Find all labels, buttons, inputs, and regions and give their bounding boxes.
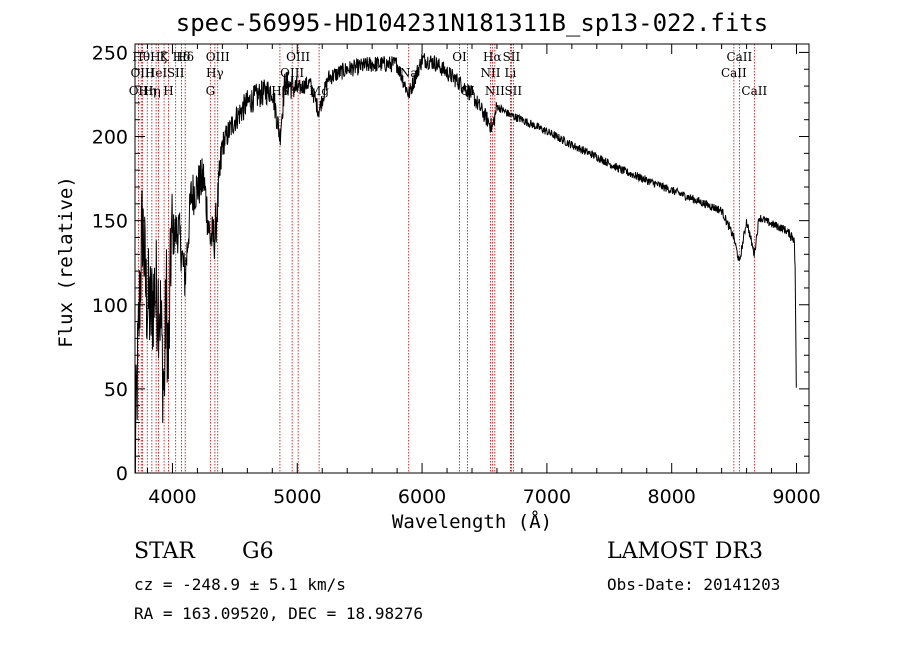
x-tick-label: 9000: [772, 486, 820, 508]
spectral-line-labels: OIIHθOIIIHηHηHeIHζKHSIIHδHδGHγOIIIHβOIII…: [129, 50, 768, 98]
spectral-line-label: CaII: [741, 84, 767, 98]
spectral-line-label: HeI: [145, 66, 168, 80]
spectral-line-label: CaII: [721, 66, 747, 80]
spectral-line-label: Hδ: [173, 50, 191, 64]
y-tick-label: 0: [116, 463, 128, 485]
spectral-line-label: Hη: [143, 84, 161, 98]
redshift-value: cz = -248.9 ± 5.1 km/s: [134, 575, 346, 594]
spectral-line-label: OIII: [286, 50, 310, 64]
spectral-line-label: SII: [504, 84, 522, 98]
spectral-line-label: K: [160, 50, 170, 64]
x-axis-label: Wavelength (Å): [392, 510, 552, 533]
spectral-line-label: SII: [503, 50, 521, 64]
x-tick-label: 5000: [273, 486, 321, 508]
spectrum-line: [134, 53, 797, 474]
x-axis-ticks: 4000 5000 6000 7000 8000 9000: [146, 44, 821, 508]
y-tick-label: 100: [92, 295, 128, 317]
x-tick-label: 7000: [523, 486, 571, 508]
y-axis-ticks: 0 50 100 150 200 250: [92, 42, 809, 485]
y-axis-label: Flux (relative): [55, 176, 77, 348]
sky-coordinates: RA = 163.09520, DEC = 18.98276: [134, 604, 423, 623]
spectral-line-label: G: [206, 84, 216, 98]
spectral-line-label: Hζ: [150, 50, 167, 64]
y-tick-label: 150: [92, 211, 128, 233]
spectral-line-label: Hδ: [176, 50, 194, 64]
chart-title: spec-56995-HD104231N181311B_sp13-022.fit…: [176, 9, 768, 37]
spectral-line-label: Hη: [138, 84, 156, 98]
object-type: STAR: [134, 539, 195, 564]
spectral-line-label: OII: [129, 84, 149, 98]
y-tick-label: 50: [104, 379, 128, 401]
y-tick-label: 250: [92, 42, 128, 64]
spectral-line-label: Na: [400, 66, 418, 80]
spectral-line-label: OIII: [206, 50, 230, 64]
spectral-line-label: SII: [167, 66, 185, 80]
spectral-line-label: CaII: [726, 50, 752, 64]
spectral-line-label: Li: [505, 66, 517, 80]
spectral-line-label: Hγ: [206, 66, 224, 80]
spectral-line-label: NII: [485, 84, 505, 98]
y-tick-label: 200: [92, 127, 128, 149]
spectral-line-label: Hα: [483, 50, 502, 64]
spectral-line-markers: [137, 44, 755, 473]
spectral-subclass: G6: [242, 539, 274, 564]
x-tick-label: 6000: [398, 486, 446, 508]
survey-name: LAMOST DR3: [607, 539, 763, 564]
observation-date: Obs-Date: 20141203: [607, 575, 781, 594]
x-tick-label: 8000: [648, 486, 696, 508]
spectral-line-label: OI: [452, 50, 467, 64]
spectral-line-label: Hθ: [132, 50, 150, 64]
x-tick-label: 4000: [148, 486, 196, 508]
spectral-line-label: H: [163, 84, 173, 98]
spectral-line-label: NII: [480, 66, 500, 80]
